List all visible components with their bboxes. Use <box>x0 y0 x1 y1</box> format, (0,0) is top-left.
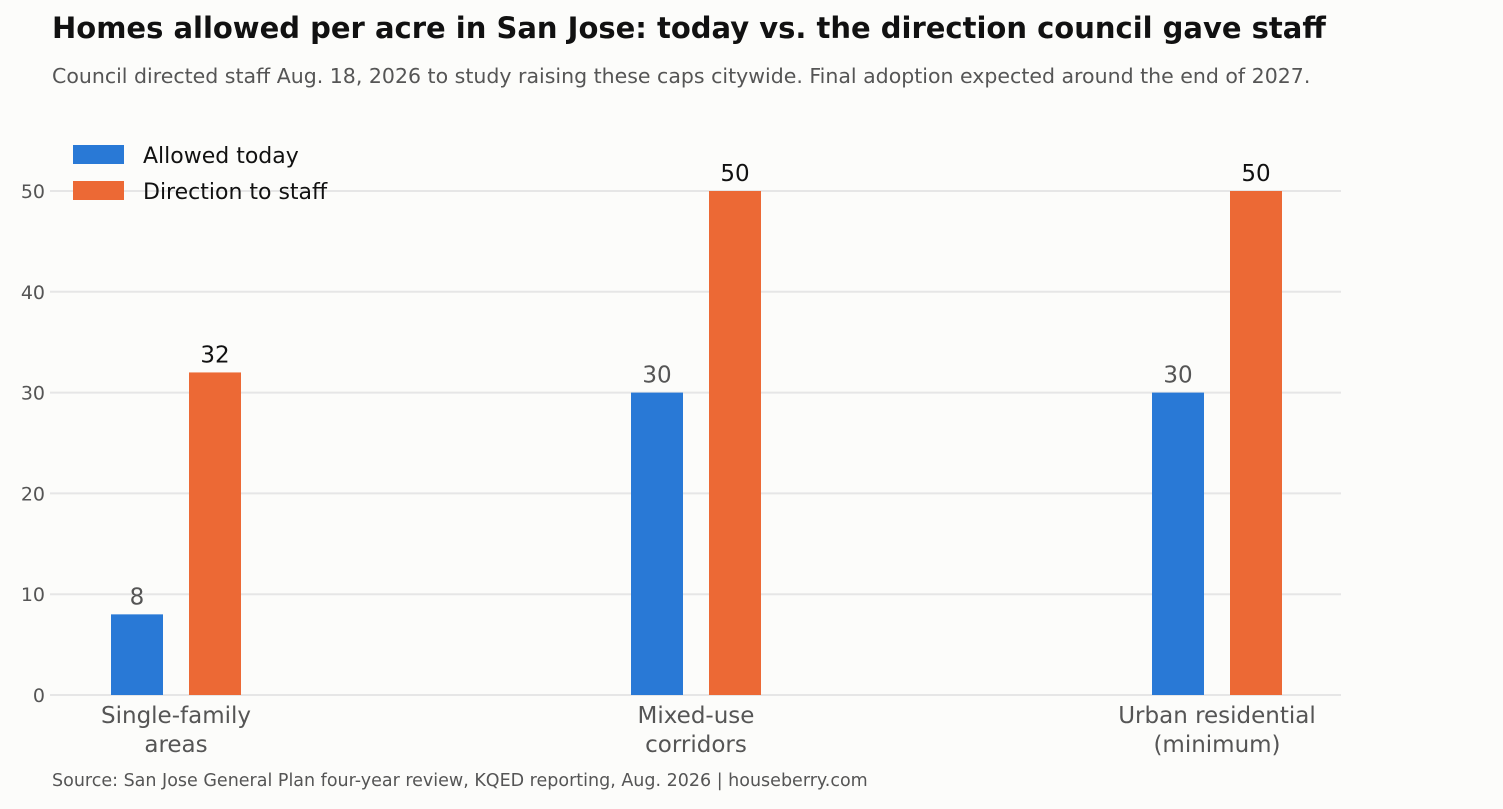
legend: Allowed today Direction to staff <box>73 144 328 205</box>
chart-title: Homes allowed per acre in San Jose: toda… <box>52 11 1326 45</box>
bar-series1-cat2 <box>1230 191 1282 695</box>
x-tick-label-0: Single-family areas <box>101 703 251 758</box>
bar-series1-cat0 <box>189 372 241 695</box>
bar-series1-cat1 <box>709 191 761 695</box>
source-note: Source: San Jose General Plan four-year … <box>52 771 868 791</box>
bar-series0-cat2 <box>1152 392 1204 695</box>
legend-swatch-1 <box>73 181 124 200</box>
y-axis-ticks: 0 10 20 30 40 50 <box>21 181 45 707</box>
data-labels: 8 30 30 32 50 50 <box>130 161 1271 610</box>
gridlines <box>50 190 1341 696</box>
legend-swatch-0 <box>73 145 124 164</box>
data-label-series0-cat0: 8 <box>130 584 145 610</box>
y-tick-label-20: 20 <box>21 483 45 505</box>
bar-series0-cat0 <box>111 614 163 695</box>
data-label-series1-cat1: 50 <box>720 161 749 187</box>
y-tick-label-10: 10 <box>21 584 45 606</box>
y-tick-label-40: 40 <box>21 282 45 304</box>
data-label-series1-cat2: 50 <box>1241 161 1270 187</box>
chart-subtitle: Council directed staff Aug. 18, 2026 to … <box>52 64 1311 88</box>
data-label-series0-cat2: 30 <box>1163 363 1192 389</box>
y-tick-label-50: 50 <box>21 181 45 203</box>
legend-label-1: Direction to staff <box>143 180 328 205</box>
data-label-series0-cat1: 30 <box>642 363 671 389</box>
x-tick-label-1: Mixed-use corridors <box>638 703 755 758</box>
x-axis-ticks: Single-family areas Mixed-use corridors Urba… <box>101 703 1316 758</box>
data-label-series1-cat0: 32 <box>200 342 229 368</box>
x-tick-label-2: Urban residential (minimum) <box>1118 703 1316 758</box>
legend-label-0: Allowed today <box>143 144 299 169</box>
bars <box>111 191 1282 695</box>
y-tick-label-30: 30 <box>21 383 45 405</box>
y-tick-label-0: 0 <box>33 685 45 707</box>
bar-series0-cat1 <box>631 392 683 695</box>
